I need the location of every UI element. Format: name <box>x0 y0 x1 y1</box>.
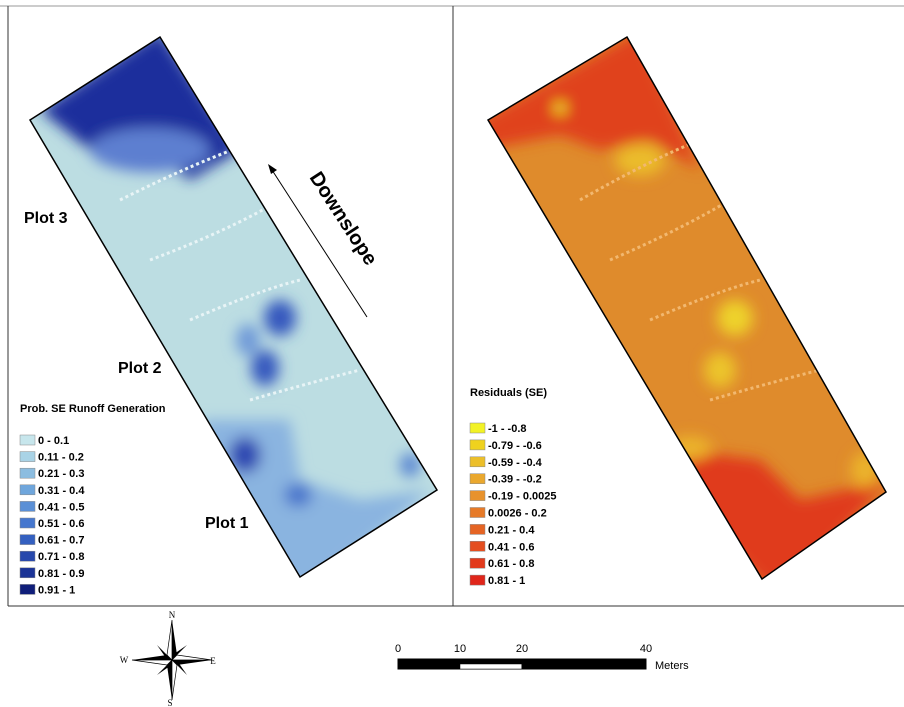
scale-segment <box>460 659 522 664</box>
scale-unit: Meters <box>655 660 689 672</box>
plot-label: Plot 1 <box>205 515 249 532</box>
legend-label: 0.11 - 0.2 <box>38 452 84 464</box>
legend-swatch <box>470 491 485 501</box>
legend-label: -0.59 - -0.4 <box>488 457 543 469</box>
plot-label: Plot 2 <box>118 360 162 377</box>
page: Plot 3 Plot 2 Plot 1 Downslope Prob. SE … <box>0 0 904 707</box>
legend-label: 0.51 - 0.6 <box>38 518 84 530</box>
legend-label: 0.71 - 0.8 <box>38 551 84 563</box>
plot-label: Plot 3 <box>24 210 68 227</box>
compass-e: E <box>210 656 216 666</box>
legend-label: 0.21 - 0.4 <box>488 524 535 536</box>
legend-swatch <box>20 535 35 545</box>
legend-swatch <box>470 508 485 518</box>
legend-label: 0.31 - 0.4 <box>38 485 85 497</box>
scale-tick-label: 10 <box>454 643 466 655</box>
legend-label: 0.61 - 0.8 <box>488 558 534 570</box>
scale-tick-label: 40 <box>640 643 652 655</box>
legend-swatch <box>20 584 35 594</box>
figure: Plot 3 Plot 2 Plot 1 Downslope Prob. SE … <box>0 0 904 707</box>
legend-label: 0.0026 - 0.2 <box>488 508 547 520</box>
legend-label: -0.39 - -0.2 <box>488 474 542 486</box>
legend-label: 0.81 - 1 <box>488 575 525 587</box>
legend-label: 0.91 - 1 <box>38 584 75 596</box>
legend-swatch <box>20 435 35 445</box>
scale-segment <box>460 664 522 669</box>
compass-w: W <box>120 655 129 665</box>
arrow-label: Downslope <box>305 168 382 269</box>
legend-label: 0 - 0.1 <box>38 435 69 447</box>
north-arrow <box>132 620 212 700</box>
legend-swatch <box>20 518 35 528</box>
legend-swatch <box>20 568 35 578</box>
legend-swatch <box>470 575 485 585</box>
scale-segment <box>522 664 646 669</box>
legend-label: 0.41 - 0.5 <box>38 501 84 513</box>
scale-segment <box>398 659 460 664</box>
legend-label: 0.41 - 0.6 <box>488 541 534 553</box>
compass-n: N <box>169 610 176 620</box>
legend-swatch <box>470 524 485 534</box>
legend-swatch <box>20 485 35 495</box>
compass-s: S <box>167 698 172 707</box>
scale-segment <box>522 659 646 664</box>
scale-tick-label: 0 <box>395 643 401 655</box>
legend-swatch <box>470 474 485 484</box>
legend-swatch <box>20 468 35 478</box>
scale-tick-label: 20 <box>516 643 528 655</box>
legend-swatch <box>470 558 485 568</box>
legend-label: -0.79 - -0.6 <box>488 440 542 452</box>
arrow-head <box>268 164 277 174</box>
legend-swatch <box>470 541 485 551</box>
legend-swatch <box>20 551 35 561</box>
legend-swatch <box>470 457 485 467</box>
legend-label: -0.19 - 0.0025 <box>488 491 557 503</box>
legend-title: Prob. SE Runoff Generation <box>20 403 166 415</box>
legend-swatch <box>470 423 485 433</box>
legend-swatch <box>20 452 35 462</box>
legend-swatch <box>470 440 485 450</box>
legend-label: 0.21 - 0.3 <box>38 468 84 480</box>
legend-label: -1 - -0.8 <box>488 423 527 435</box>
legend-title: Residuals (SE) <box>470 387 547 399</box>
legend-swatch <box>20 501 35 511</box>
legend-label: 0.61 - 0.7 <box>38 535 84 547</box>
legend-label: 0.81 - 0.9 <box>38 568 84 580</box>
scale-segment <box>398 664 460 669</box>
